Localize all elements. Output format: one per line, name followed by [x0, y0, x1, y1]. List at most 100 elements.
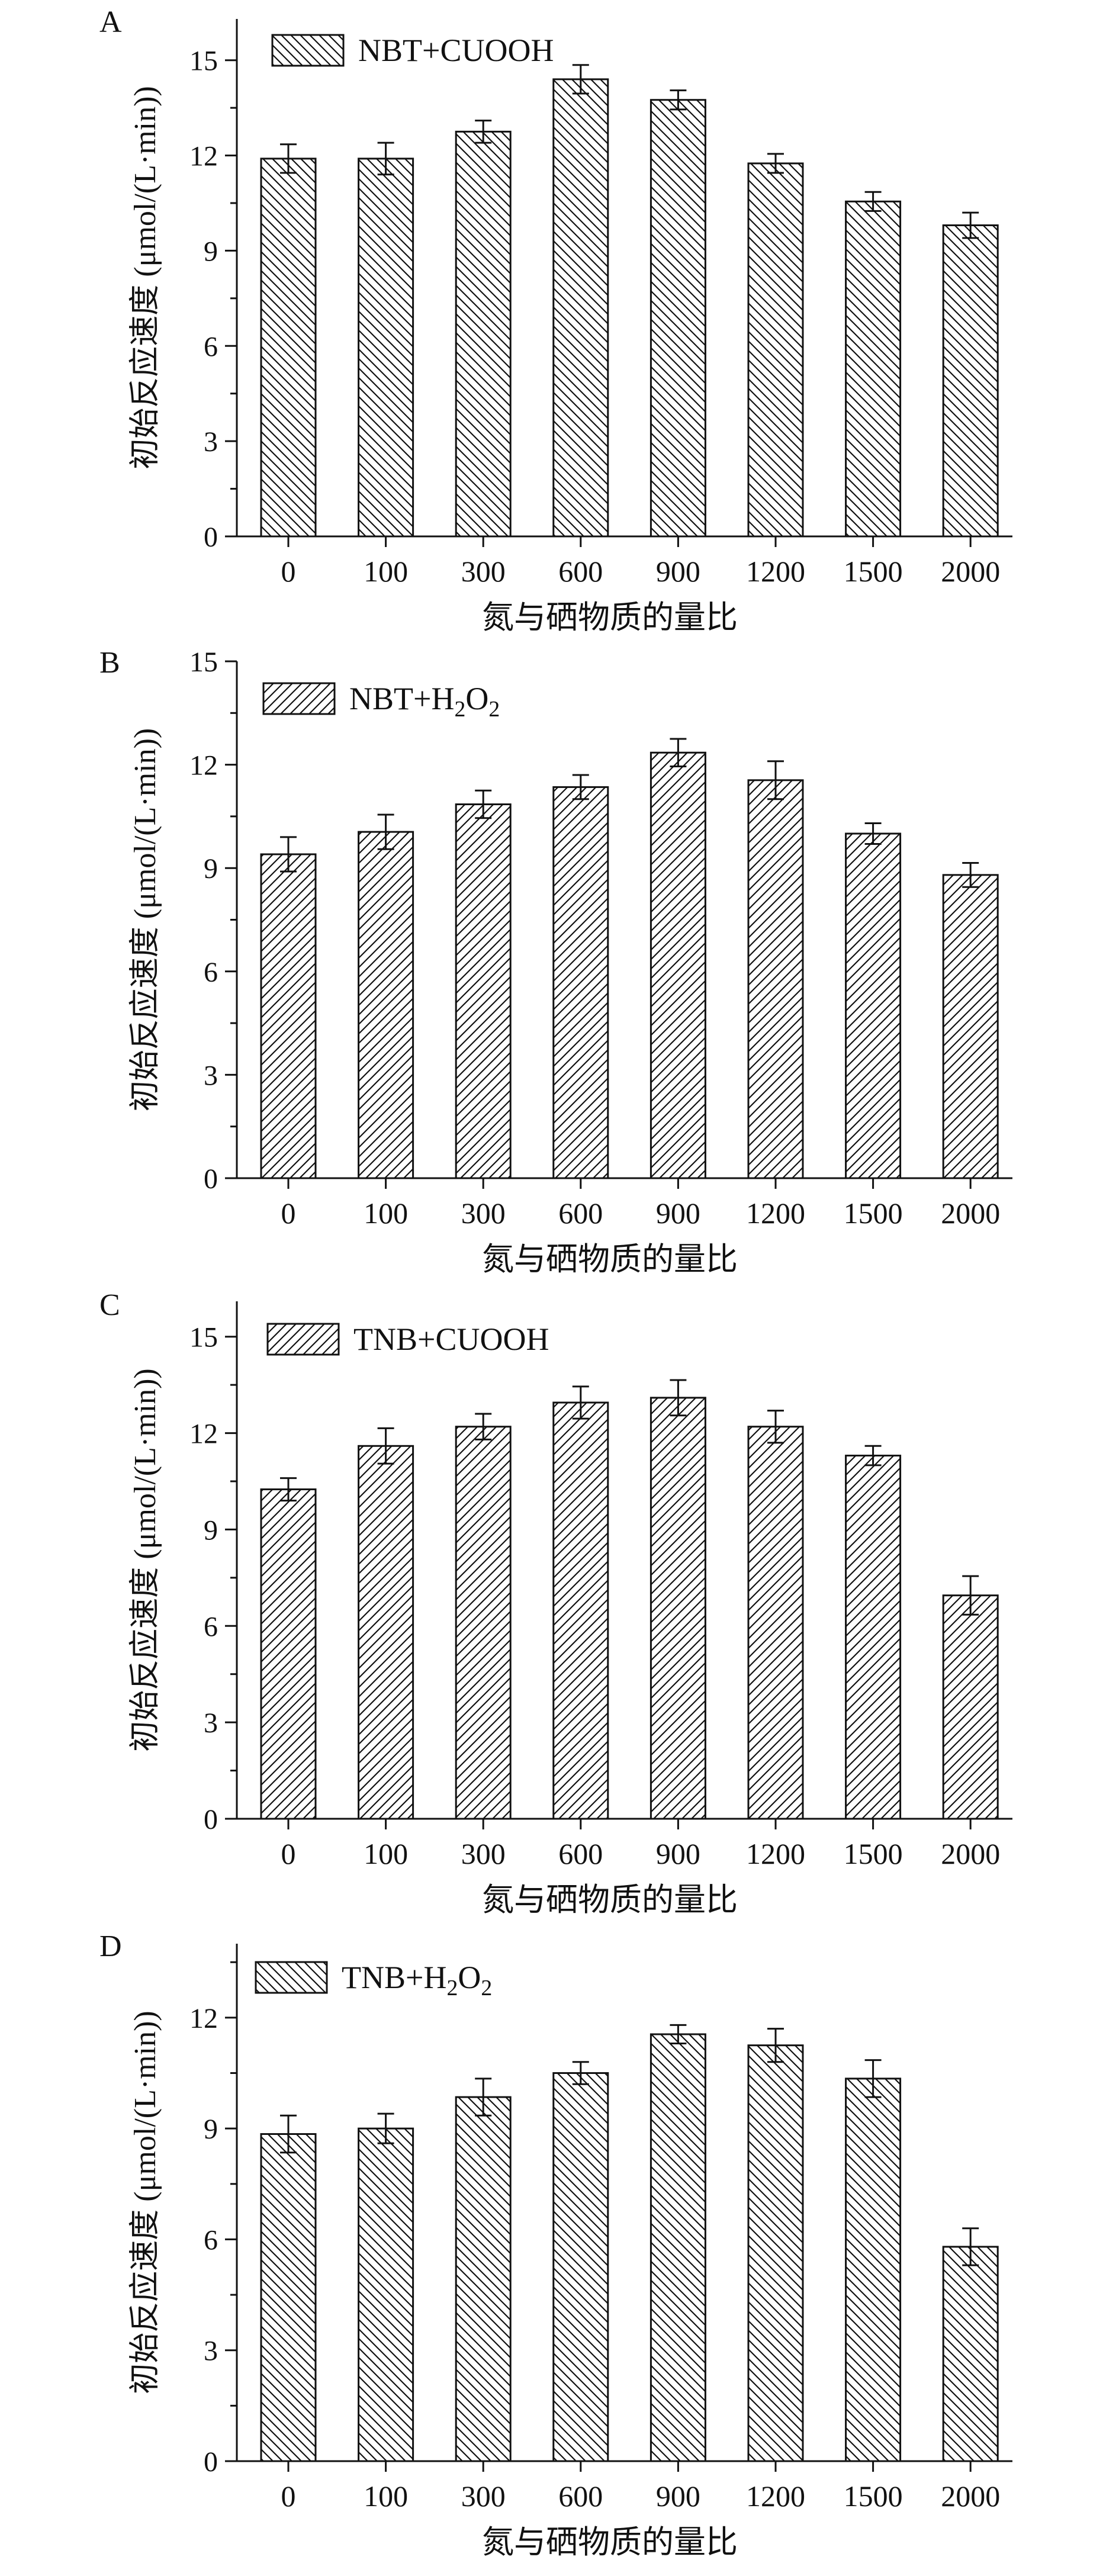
panel-d: D 0 3 6 9 12 0 100 300 600 900 1200 1500 2000 氮与硒物质的量比…	[99, 1929, 1012, 2560]
x-tick-label: 2000	[941, 1197, 1000, 1230]
y-tick-label: 6	[204, 1611, 218, 1642]
legend-subscript: 2	[488, 697, 500, 722]
x-tick-label: 2000	[941, 2479, 1000, 2513]
y-tick-label: 12	[189, 750, 218, 782]
x-axis-title: 氮与硒物质的量比	[482, 2524, 738, 2560]
x-tick-label: 1200	[746, 2479, 805, 2513]
bar	[358, 157, 414, 538]
bar	[552, 78, 609, 538]
bar	[942, 224, 999, 538]
y-tick-label: 0	[204, 1804, 218, 1835]
bar	[747, 1426, 804, 1820]
bar	[747, 779, 804, 1179]
bar	[552, 1401, 609, 1820]
legend-subscript: 2	[454, 697, 465, 722]
bar	[649, 1397, 706, 1820]
bar	[845, 2077, 902, 2462]
x-axis-title: 氮与硒物质的量比	[482, 1882, 738, 1918]
legend: NBT+H2O2	[262, 681, 500, 722]
legend-label-main: TNB+CUOOH	[353, 1321, 549, 1357]
bar	[260, 157, 317, 538]
y-axis-title: 初始反应速度 (μmol/(L·min))	[128, 86, 162, 469]
legend-label: NBT+CUOOH	[358, 33, 554, 68]
x-tick-label: 1200	[746, 555, 805, 588]
x-tick-label: 100	[364, 2479, 408, 2513]
panel-b: B 0 3 6 9 12 15 0 100 300 600 900 1200 1500 2000 氮与硒物质的…	[99, 646, 1012, 1277]
x-tick-label: 0	[281, 1197, 296, 1230]
bar	[942, 1594, 999, 1820]
bar	[747, 2044, 804, 2462]
legend-subscript: 2	[481, 1976, 492, 2001]
x-axis-title: 氮与硒物质的量比	[482, 600, 738, 635]
legend: TNB+H2O2	[255, 1960, 492, 2001]
x-tick-label: 600	[558, 2479, 603, 2513]
y-tick-label: 15	[189, 46, 218, 77]
y-tick-label: 12	[189, 141, 218, 172]
x-tick-label: 1500	[844, 1837, 903, 1870]
y-tick-label: 3	[204, 2336, 218, 2367]
x-tick-label: 0	[281, 555, 296, 588]
y-tick-label: 6	[204, 331, 218, 362]
bar	[455, 803, 512, 1179]
x-tick-label: 0	[281, 1837, 296, 1870]
x-tick-label: 100	[364, 1837, 408, 1870]
x-tick-label: 1200	[746, 1837, 805, 1870]
panel-letter: A	[99, 5, 122, 39]
bar	[649, 751, 706, 1179]
legend-swatch	[271, 34, 345, 67]
x-tick-label: 1500	[844, 2479, 903, 2513]
y-tick-label: 3	[204, 1060, 218, 1091]
legend-label: TNB+H2O2	[342, 1960, 492, 2001]
y-tick-label: 9	[204, 2114, 218, 2145]
panel-letter: C	[99, 1288, 120, 1322]
bar	[845, 200, 902, 538]
x-tick-label: 900	[656, 555, 700, 588]
bar	[260, 2133, 317, 2462]
x-tick-label: 300	[461, 2479, 506, 2513]
x-tick-label: 600	[558, 1197, 603, 1230]
bar	[358, 2127, 414, 2462]
legend: TNB+CUOOH	[266, 1321, 549, 1357]
y-tick-label: 3	[204, 1707, 218, 1739]
y-axis-title: 初始反应速度 (μmol/(L·min))	[128, 1368, 162, 1751]
legend-label-main: NBT+H	[349, 681, 454, 716]
x-tick-label: 600	[558, 1837, 603, 1870]
y-tick-label: 3	[204, 426, 218, 458]
panel-letter: B	[99, 646, 120, 680]
legend-label-o: O	[465, 681, 488, 716]
y-tick-label: 15	[189, 1322, 218, 1353]
bar	[455, 130, 512, 538]
x-tick-label: 300	[461, 555, 506, 588]
legend-swatch	[266, 1323, 340, 1356]
bar	[455, 2096, 512, 2462]
y-tick-label: 12	[189, 2003, 218, 2034]
legend-swatch	[262, 682, 336, 715]
bar	[747, 162, 804, 538]
legend-label: NBT+H2O2	[349, 681, 500, 722]
bar	[455, 1426, 512, 1820]
x-axis-title: 氮与硒物质的量比	[482, 1242, 738, 1277]
x-tick-label: 300	[461, 1197, 506, 1230]
bar	[649, 99, 706, 538]
bar	[358, 1445, 414, 1820]
x-tick-label: 900	[656, 1837, 700, 1870]
x-tick-label: 0	[281, 2479, 296, 2513]
x-tick-label: 100	[364, 555, 408, 588]
x-tick-label: 1500	[844, 1197, 903, 1230]
y-tick-label: 6	[204, 2224, 218, 2256]
y-axis-title: 初始反应速度 (μmol/(L·min))	[128, 728, 162, 1111]
legend-subscript: 2	[446, 1976, 458, 2001]
y-tick-label: 9	[204, 236, 218, 267]
y-tick-label: 6	[204, 957, 218, 988]
legend-label-main: TNB+H	[342, 1960, 446, 1995]
x-tick-label: 2000	[941, 555, 1000, 588]
y-axis-title: 初始反应速度 (μmol/(L·min))	[128, 2011, 162, 2394]
bar	[260, 853, 317, 1179]
x-tick-label: 2000	[941, 1837, 1000, 1870]
x-tick-label: 600	[558, 555, 603, 588]
y-tick-label: 12	[189, 1419, 218, 1450]
bar	[845, 1455, 902, 1820]
panel-letter: D	[99, 1929, 122, 1963]
legend-label-main: NBT+CUOOH	[358, 33, 554, 68]
